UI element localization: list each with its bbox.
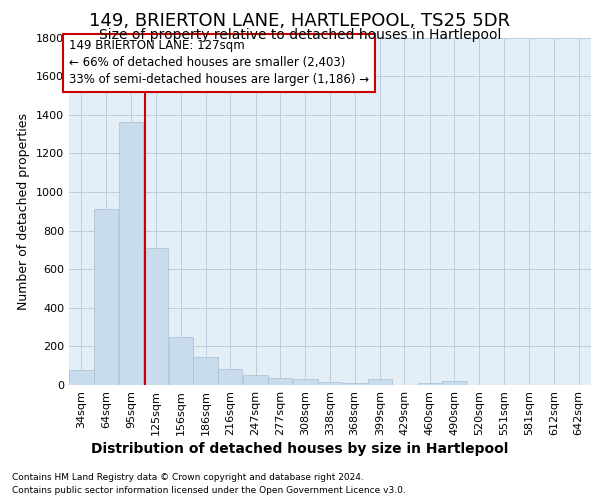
Bar	[218, 368, 242, 385]
Bar	[143, 248, 168, 385]
Bar	[268, 378, 292, 385]
Bar	[193, 357, 218, 385]
Text: 149 BRIERTON LANE: 127sqm
← 66% of detached houses are smaller (2,403)
33% of se: 149 BRIERTON LANE: 127sqm ← 66% of detac…	[69, 40, 369, 86]
Bar	[442, 381, 467, 385]
Text: Distribution of detached houses by size in Hartlepool: Distribution of detached houses by size …	[91, 442, 509, 456]
Text: 149, BRIERTON LANE, HARTLEPOOL, TS25 5DR: 149, BRIERTON LANE, HARTLEPOOL, TS25 5DR	[89, 12, 511, 30]
Bar	[342, 383, 367, 385]
Bar	[69, 370, 94, 385]
Bar	[418, 383, 442, 385]
Y-axis label: Number of detached properties: Number of detached properties	[17, 113, 31, 310]
Text: Contains public sector information licensed under the Open Government Licence v3: Contains public sector information licen…	[12, 486, 406, 495]
Text: Size of property relative to detached houses in Hartlepool: Size of property relative to detached ho…	[99, 28, 501, 42]
Bar	[169, 336, 193, 385]
Bar	[243, 376, 268, 385]
Bar	[119, 122, 143, 385]
Text: Contains HM Land Registry data © Crown copyright and database right 2024.: Contains HM Land Registry data © Crown c…	[12, 472, 364, 482]
Bar	[293, 379, 318, 385]
Bar	[94, 210, 118, 385]
Bar	[368, 379, 392, 385]
Bar	[318, 382, 342, 385]
